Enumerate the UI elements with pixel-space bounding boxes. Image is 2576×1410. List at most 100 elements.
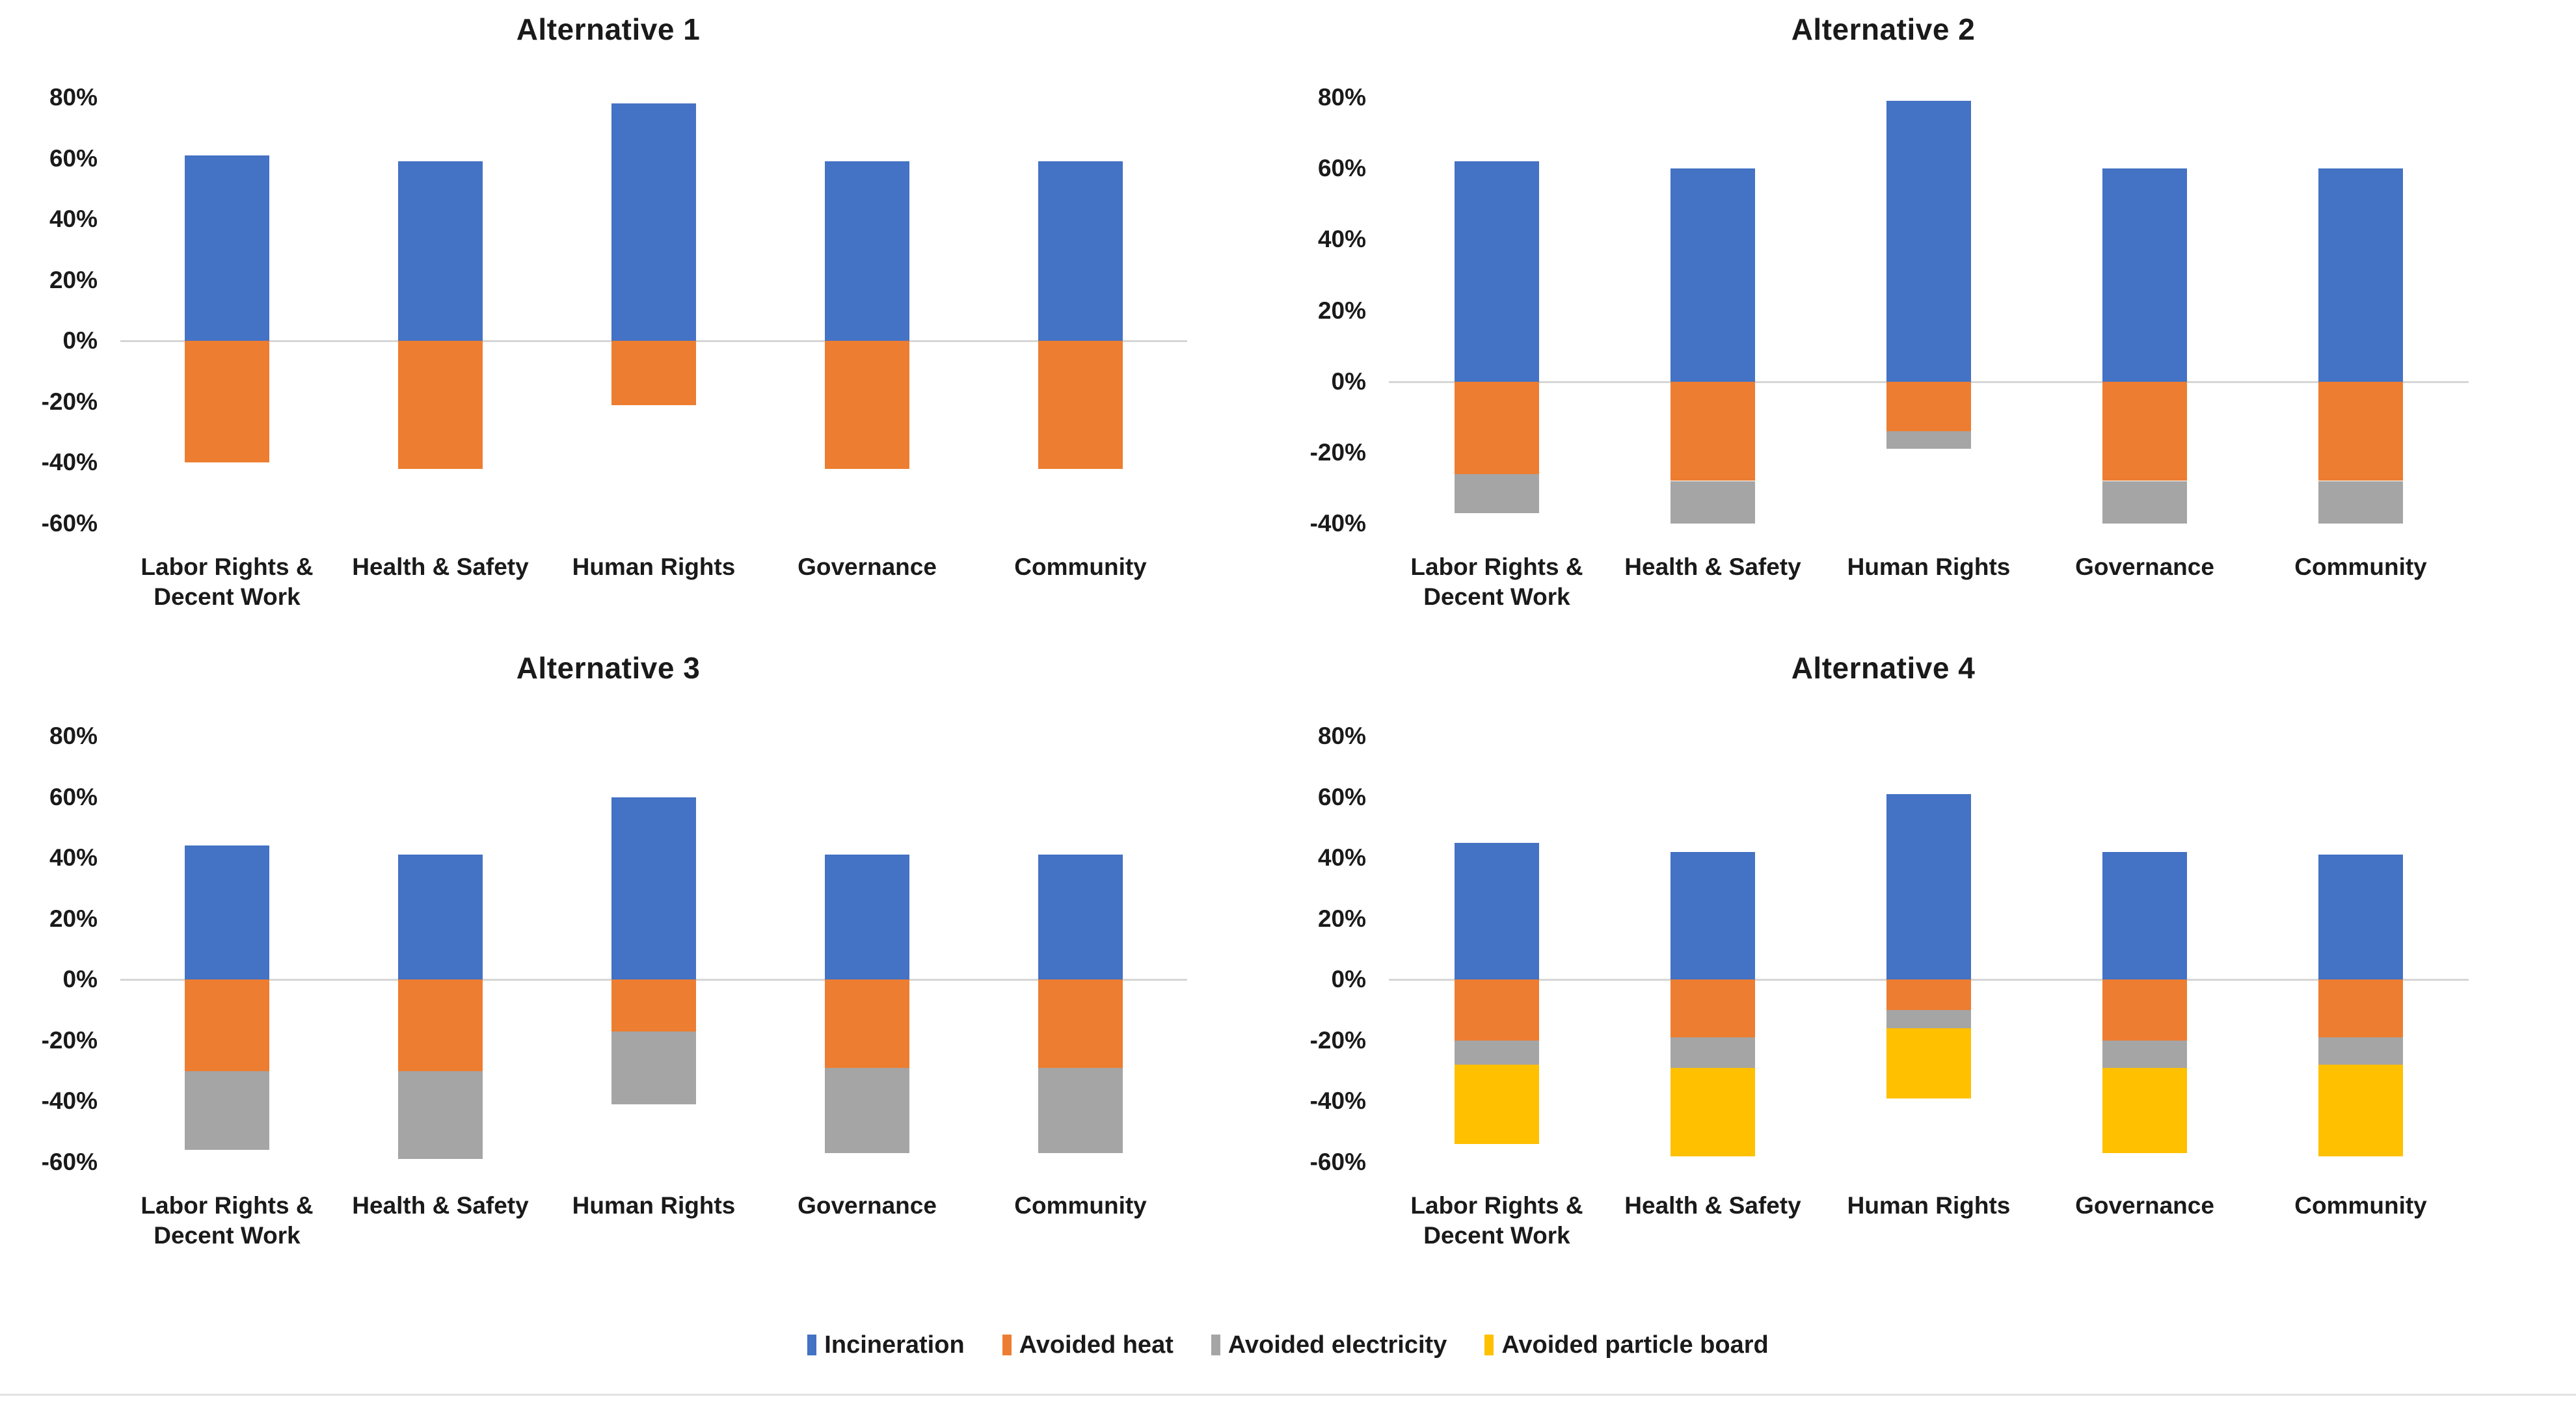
category-label: Governance [798, 1192, 937, 1219]
bar-segment-avoided_electricity [398, 1071, 483, 1160]
legend-label: Avoided electricity [1228, 1331, 1447, 1359]
y-axis-tick-label: -20% [1309, 438, 1366, 466]
bar-segment-avoided_heat [1670, 381, 1755, 481]
bar-segment-incineration [398, 161, 483, 341]
category-label: Community [2294, 1192, 2427, 1219]
category-label: Community [1014, 553, 1147, 580]
y-axis-tick-label: 40% [49, 206, 98, 233]
legend-item: Avoided heat [1002, 1331, 1174, 1359]
bar-segment-avoided_heat [1455, 979, 1539, 1041]
category-label: Human Rights [1847, 1192, 2011, 1219]
bar-segment-avoided_electricity [2102, 1040, 2187, 1068]
bar-segment-avoided_particle_board [1670, 1067, 1755, 1156]
legend-label: Avoided particle board [1501, 1331, 1769, 1359]
y-axis-tick-label: 40% [49, 844, 98, 871]
chart-title: Alternative 3 [516, 651, 701, 685]
category-label: Labor Rights & Decent Work [141, 553, 314, 610]
bar-segment-incineration [825, 161, 909, 341]
category-label: Labor Rights & Decent Work [141, 1192, 314, 1249]
legend-color-swatch [1002, 1335, 1012, 1355]
bar-segment-avoided_heat [1886, 979, 1971, 1011]
category-label: Community [1014, 1192, 1147, 1219]
y-axis-tick-label: -20% [41, 1026, 98, 1054]
legend-item: Avoided particle board [1484, 1331, 1769, 1359]
bar-segment-avoided_heat [611, 341, 696, 405]
bar-segment-incineration [185, 845, 269, 980]
bar-segment-avoided_heat [611, 979, 696, 1031]
bar-segment-incineration [185, 155, 269, 341]
category-label: Health & Safety [1624, 1192, 1801, 1219]
bar-segment-incineration [2318, 855, 2403, 980]
bar-segment-incineration [825, 855, 909, 980]
y-axis-tick-label: -20% [1309, 1026, 1366, 1054]
y-axis-tick-label: 20% [1317, 297, 1366, 324]
y-axis-tick-label: -40% [1309, 510, 1366, 537]
y-axis-tick-label: 60% [1317, 783, 1366, 810]
bar-segment-avoided_electricity [1886, 431, 1971, 449]
chart-title: Alternative 4 [1791, 651, 1976, 685]
category-label: Governance [2075, 1192, 2214, 1219]
y-axis-tick-label: -60% [1309, 1149, 1366, 1175]
y-axis-tick-label: 80% [49, 84, 98, 111]
chart-alternative-2: Alternative 2 80% 60% 40% 20% 0% -20% -40% Labo… [1268, 0, 2498, 632]
chart-alternative-4: Alternative 4 80% 60% 40% 20% 0% -20% -40% -60%… [1268, 639, 2498, 1271]
y-axis-tick-label: -40% [41, 449, 98, 476]
legend-color-swatch [1211, 1335, 1220, 1355]
legend-item: Avoided electricity [1211, 1331, 1447, 1359]
y-axis-tick-label: -60% [41, 1149, 98, 1175]
bar-segment-avoided_heat [1455, 381, 1539, 474]
category-label: Community [2294, 553, 2427, 580]
bar-segment-avoided_electricity [1670, 481, 1755, 524]
bar-segment-incineration [1670, 168, 1755, 382]
y-axis-tick-label: 80% [1317, 84, 1366, 111]
bar-segment-incineration [398, 855, 483, 980]
category-label: Health & Safety [1624, 553, 1801, 580]
legend-label: Avoided heat [1019, 1331, 1174, 1359]
bar-segment-avoided_particle_board [2318, 1065, 2403, 1156]
bar-segment-incineration [1886, 101, 1971, 382]
y-axis-tick-label: 80% [1317, 723, 1366, 749]
legend-label: Incineration [824, 1331, 965, 1359]
bar-segment-avoided_electricity [1455, 1040, 1539, 1065]
bar-segment-avoided_heat [1038, 341, 1123, 469]
bar-segment-avoided_electricity [185, 1071, 269, 1151]
chart-alternative-1: Alternative 1 80% 60% 40% 20% 0% -20% -40% -60%… [0, 0, 1216, 632]
bar-segment-incineration [2318, 168, 2403, 382]
bar-segment-incineration [1455, 842, 1539, 980]
bar-segment-incineration [611, 103, 696, 341]
y-axis-tick-label: 0% [1331, 966, 1366, 993]
bar-segment-avoided_heat [185, 979, 269, 1071]
category-label: Labor Rights & Decent Work [1410, 1192, 1583, 1249]
category-label: Human Rights [1847, 553, 2011, 580]
y-axis-tick-label: 0% [62, 327, 98, 354]
chart-title: Alternative 2 [1791, 12, 1976, 46]
chart-title: Alternative 1 [516, 12, 701, 46]
y-axis-tick-label: 0% [1331, 367, 1366, 395]
bar-segment-avoided_heat [2102, 979, 2187, 1041]
bar-segment-avoided_electricity [825, 1067, 909, 1153]
y-axis-tick-label: 0% [62, 966, 98, 993]
bar-segment-avoided_heat [2318, 979, 2403, 1038]
bar-segment-avoided_heat [1038, 979, 1123, 1068]
legend: Incineration Avoided heat Avoided electric… [0, 1325, 2576, 1364]
category-label: Health & Safety [352, 553, 529, 580]
bar-segment-incineration [1455, 161, 1539, 382]
y-axis-tick-label: 40% [1317, 844, 1366, 871]
bar-segment-avoided_heat [825, 979, 909, 1068]
y-axis-tick-label: -20% [41, 388, 98, 415]
bar-segment-avoided_heat [1886, 381, 1971, 432]
bar-segment-incineration [1886, 793, 1971, 980]
bar-segment-incineration [1038, 161, 1123, 341]
legend-color-swatch [807, 1335, 817, 1355]
bar-segment-avoided_heat [825, 341, 909, 469]
y-axis-tick-label: 20% [1317, 905, 1366, 932]
bar-segment-avoided_heat [398, 341, 483, 469]
y-axis-tick-label: 60% [49, 783, 98, 810]
bar-segment-incineration [2102, 168, 2187, 382]
bar-segment-incineration [611, 797, 696, 980]
bar-segment-avoided_heat [398, 979, 483, 1071]
y-axis-tick-label: 40% [1317, 226, 1366, 253]
bar-segment-incineration [1038, 855, 1123, 980]
legend-item: Incineration [807, 1331, 965, 1359]
bar-segment-incineration [1670, 851, 1755, 980]
